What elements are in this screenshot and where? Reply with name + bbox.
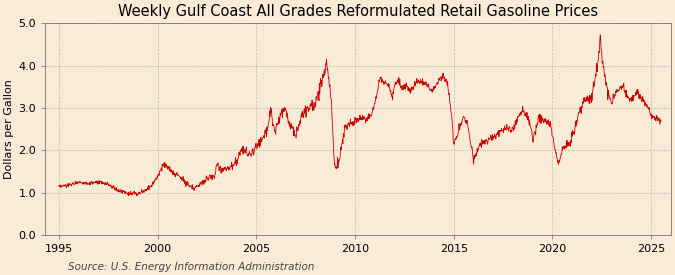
Title: Weekly Gulf Coast All Grades Reformulated Retail Gasoline Prices: Weekly Gulf Coast All Grades Reformulate… <box>118 4 598 19</box>
Y-axis label: Dollars per Gallon: Dollars per Gallon <box>4 79 14 179</box>
Text: Source: U.S. Energy Information Administration: Source: U.S. Energy Information Administ… <box>68 262 314 272</box>
